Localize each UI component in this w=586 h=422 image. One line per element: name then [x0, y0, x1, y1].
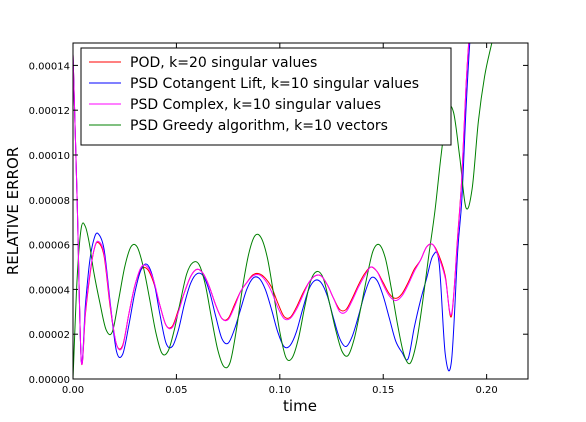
x-tick-label: 0.20 — [476, 385, 498, 396]
y-tick-label: 0.00012 — [29, 106, 70, 117]
y-tick-label: 0.00002 — [29, 330, 70, 341]
x-tick-label: 0.10 — [269, 385, 291, 396]
legend-frame — [80, 47, 452, 146]
y-tick-label: 0.00014 — [29, 61, 70, 72]
x-axis-label: time — [283, 397, 317, 415]
legend-label-2: PSD Cotangent Lift, k=10 singular values — [130, 76, 419, 92]
y-tick-label: 0.00004 — [29, 285, 70, 296]
y-tick-label: 0.00000 — [29, 375, 70, 386]
legend-label-3: PSD Complex, k=10 singular values — [130, 97, 381, 113]
tick-layer: 0.00 0.05 0.10 0.15 0.20 0.00000 0.00002 0.0000… — [29, 43, 528, 396]
series-line-3 — [73, 43, 470, 365]
x-tick-label: 0.00 — [62, 385, 84, 396]
legend-label-4: PSD Greedy algorithm, k=10 vectors — [130, 118, 388, 134]
plot-frame — [72, 42, 529, 380]
y-tick-label: 0.00008 — [29, 196, 70, 207]
y-axis-label: RELATIVE ERROR — [4, 147, 22, 275]
legend-label-1: POD, k=20 singular values — [130, 55, 317, 71]
y-tick-label: 0.00006 — [29, 241, 70, 252]
series-layer — [73, 43, 493, 379]
x-tick-label: 0.05 — [165, 385, 187, 396]
y-tick-label: 0.00010 — [29, 151, 70, 162]
x-tick-label: 0.15 — [372, 385, 394, 396]
series-line-2 — [73, 43, 471, 372]
legend: POD, k=20 singular values PSD Cotangent L… — [80, 47, 452, 146]
series-line-4 — [73, 43, 493, 379]
